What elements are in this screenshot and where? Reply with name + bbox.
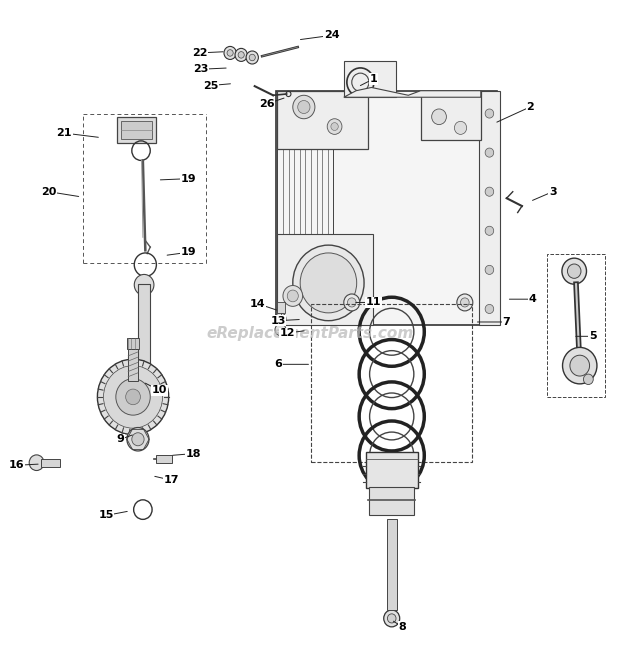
Circle shape [227,50,233,57]
Text: 16: 16 [9,461,24,470]
Circle shape [29,455,44,470]
Circle shape [238,52,244,58]
Circle shape [461,298,469,307]
Circle shape [562,258,587,284]
Bar [387,519,397,610]
Text: 3: 3 [549,187,557,196]
Bar [366,452,418,488]
Circle shape [116,378,150,415]
Circle shape [132,433,144,445]
Circle shape [246,51,259,64]
Circle shape [97,359,169,435]
Circle shape [127,428,149,451]
Text: 26: 26 [259,99,275,109]
Bar [117,117,156,143]
Text: 25: 25 [203,81,218,91]
Bar [156,455,172,463]
Circle shape [562,348,597,384]
Circle shape [287,290,298,302]
Circle shape [104,366,162,428]
Circle shape [583,374,593,384]
Text: 2: 2 [526,102,534,112]
Text: 19: 19 [180,173,196,184]
Circle shape [567,264,581,279]
Circle shape [384,610,400,627]
Bar [122,121,152,139]
Polygon shape [344,87,481,97]
Circle shape [275,324,286,336]
Text: 5: 5 [589,331,596,342]
Circle shape [224,47,236,59]
Circle shape [331,123,339,131]
Circle shape [283,286,303,306]
Text: 22: 22 [192,48,207,58]
Bar [138,284,150,380]
Text: 14: 14 [250,299,265,309]
Bar [138,377,150,384]
Text: 20: 20 [41,187,56,196]
Bar [479,91,500,325]
Text: 4: 4 [528,294,536,304]
Circle shape [293,95,315,119]
Circle shape [344,294,360,311]
Bar [277,234,373,325]
Bar [311,304,472,462]
Circle shape [388,614,396,623]
Text: 12: 12 [280,328,295,338]
Text: 8: 8 [398,622,406,632]
Bar [128,350,138,380]
Circle shape [485,187,494,196]
Circle shape [235,49,247,61]
Circle shape [485,226,494,235]
Text: 1: 1 [370,74,377,84]
Circle shape [293,245,364,321]
Text: 17: 17 [164,475,180,486]
Circle shape [300,253,356,313]
Bar [547,254,605,397]
Text: eReplacementParts.com: eReplacementParts.com [206,327,414,341]
Text: 18: 18 [185,449,201,459]
Circle shape [457,294,473,311]
Bar [420,91,481,139]
Text: 23: 23 [193,64,209,74]
Text: 11: 11 [366,298,381,307]
Text: 21: 21 [56,128,72,138]
Circle shape [485,148,494,157]
Text: 7: 7 [503,317,510,327]
Text: 19: 19 [180,247,196,258]
Circle shape [327,119,342,135]
Bar [127,338,139,350]
Circle shape [275,313,286,325]
Bar [277,91,368,149]
Circle shape [485,109,494,118]
Bar [344,61,396,97]
Bar [370,487,414,516]
Circle shape [135,275,154,295]
Circle shape [454,122,467,135]
Circle shape [249,55,255,60]
Circle shape [298,101,310,114]
Text: 15: 15 [99,510,113,520]
Text: 10: 10 [152,386,167,396]
Circle shape [570,355,590,376]
Circle shape [432,109,446,125]
Circle shape [485,304,494,313]
Text: 9: 9 [117,434,125,444]
Circle shape [485,265,494,275]
Bar [277,302,285,313]
Text: 6: 6 [274,359,282,369]
Bar [276,91,497,325]
Bar [277,97,334,254]
Text: 24: 24 [324,30,339,40]
Circle shape [126,389,140,405]
Text: 13: 13 [270,315,286,326]
Bar [42,459,60,466]
Circle shape [347,298,356,307]
